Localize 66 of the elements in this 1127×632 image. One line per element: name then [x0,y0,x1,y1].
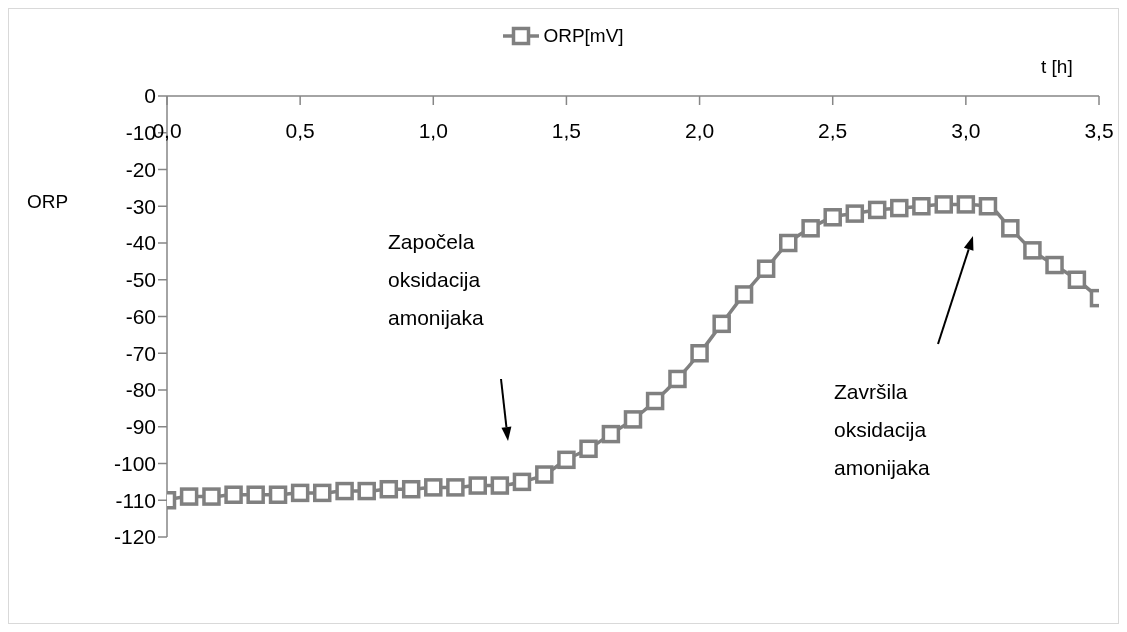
point [912,197,931,216]
annotation: Završila oksidacija amonijaka [834,380,931,479]
point [202,487,221,506]
point [645,391,665,411]
x-tick-label: 0,5 [285,119,315,142]
x-tick-label: 1,5 [551,119,582,142]
point [579,439,598,459]
x-tick-label: 2,0 [684,119,715,142]
point [734,285,754,304]
x-tick-label: 1,0 [418,119,448,142]
point [779,233,798,253]
point [690,344,709,363]
x-tick-label: 3,0 [951,119,981,142]
y-tick-label: -60 [125,304,156,328]
point [290,483,310,503]
point [956,195,976,214]
point [535,465,554,484]
point [845,204,865,223]
point [934,195,954,214]
annotation: Započela oksidacija amonijaka [388,230,485,329]
x-axis-title: t [h] [1041,56,1073,78]
point [890,198,909,218]
point [712,314,731,334]
point [490,476,510,495]
point [557,450,576,470]
point [601,424,621,444]
y-tick-label: -100 [113,451,156,475]
y-tick-label: -30 [125,194,156,218]
point [623,410,643,429]
point [179,487,199,506]
point [357,481,376,501]
point [446,478,465,497]
y-tick-label: -110 [115,488,156,512]
y-tick-label: 0 [144,84,156,108]
point [512,472,532,492]
y-tick-label: -90 [125,415,156,439]
y-tick-label: -40 [125,231,156,255]
point [424,478,443,497]
y-tick-label: -20 [125,157,156,181]
point [468,476,488,495]
y-tick-label: -120 [113,525,156,549]
y-tick-label: -70 [125,341,156,365]
point [1045,255,1064,275]
x-tick-label: 3,5 [1084,119,1114,142]
point [978,197,998,216]
point [823,208,842,227]
point [268,485,288,504]
point [756,259,776,278]
point [335,481,354,501]
y-axis-title: ORP [27,191,69,213]
point [401,479,421,499]
y-tick-label: -50 [125,268,156,292]
point [313,483,332,503]
point [224,485,243,504]
point [1001,219,1020,238]
legend-label: ORP[mV] [543,25,624,47]
point [246,485,265,504]
point [1023,241,1042,260]
point [867,200,887,220]
point [1067,270,1087,289]
x-tick-label: 0,0 [152,119,182,142]
x-tick-label: 2,5 [818,119,848,142]
point [801,219,820,238]
y-tick-label: -80 [125,378,156,402]
point [379,479,399,499]
point [668,369,687,389]
